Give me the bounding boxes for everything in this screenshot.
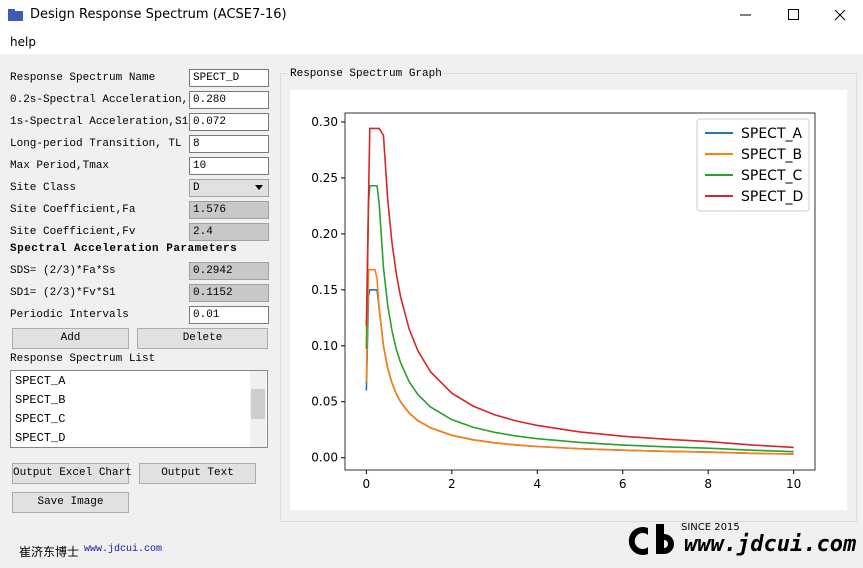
delete-button[interactable]: Delete [137, 328, 268, 349]
list-item[interactable]: SPECT_C [15, 412, 66, 426]
field-label: Max Period,Tmax [10, 160, 110, 172]
parameter-value: 0.2942 [189, 262, 269, 280]
title-menu-bar [0, 0, 863, 54]
dropdown-arrow[interactable] [254, 184, 264, 192]
parameter-label: SD1= (2/3)*Fv*S1 [10, 287, 116, 299]
list-item[interactable]: SPECT_A [15, 374, 66, 388]
y-tick-label: 0.25 [311, 171, 338, 185]
series-line [365, 184, 794, 453]
field-label: Site Coefficient,Fa [10, 204, 136, 216]
list-item[interactable]: SPECT_B [15, 393, 66, 407]
field-input: 1.576 [189, 201, 269, 219]
scroll-thumb[interactable] [251, 389, 265, 419]
field-label: Response Spectrum Name [10, 72, 156, 84]
field-label: Site Class [10, 182, 77, 194]
x-tick-label: 8 [704, 477, 712, 491]
x-tick-label: 4 [533, 477, 541, 491]
y-tick-label: 0.20 [311, 227, 338, 241]
menu-help[interactable]: help [10, 35, 36, 49]
window-controls[interactable] [730, 0, 863, 30]
logo-site: www.jdcui.com [684, 532, 857, 557]
legend-label: SPECT_B [741, 147, 802, 163]
field-input: 2.4 [189, 223, 269, 241]
field-input[interactable]: 0.072 [189, 113, 269, 131]
section-title: Spectral Acceleration Parameters [10, 243, 238, 255]
field-label: Long-period Transition, TL [10, 138, 182, 150]
logo-mark [628, 524, 674, 555]
footer-author: 崔济东博士 [19, 545, 80, 559]
footer-site[interactable]: www.jdcui.com [84, 544, 163, 555]
series-line [365, 268, 794, 455]
app-icon [8, 9, 23, 21]
field-label: 1s-Spectral Acceleration,S1 [10, 116, 189, 128]
y-tick-label: 0.15 [311, 283, 338, 297]
spectrum-list[interactable] [10, 370, 268, 448]
parameter-value[interactable]: 0.01 [189, 306, 269, 324]
output-text-button[interactable]: Output Text [139, 463, 256, 484]
plot-frame [344, 112, 816, 471]
legend-box [696, 118, 810, 212]
legend-label: SPECT_C [741, 168, 803, 184]
site-class-dropdown[interactable]: D [189, 179, 269, 197]
graph-group [280, 73, 857, 522]
x-tick-label: 2 [448, 477, 456, 491]
field-input[interactable]: 10 [189, 157, 269, 175]
y-tick-label: 0.05 [311, 395, 338, 409]
field-input[interactable]: SPECT_D [189, 69, 269, 87]
y-tick-label: 0.10 [311, 339, 338, 353]
x-tick-label: 0 [363, 477, 371, 491]
parameter-label: Periodic Intervals [10, 309, 129, 321]
x-tick-label: 10 [786, 477, 801, 491]
logo-since: SINCE 2015 [681, 522, 740, 533]
field-label: Site Coefficient,Fv [10, 226, 136, 238]
output-excel-button[interactable]: Output Excel Chart [12, 463, 132, 484]
add-button[interactable]: Add [12, 328, 129, 349]
window-title: Design Response Spectrum (ACSE7-16) [30, 7, 287, 22]
field-label: 0.2s-Spectral Acceleration,Ss [10, 94, 202, 106]
y-tick-label: 0.30 [311, 115, 338, 129]
list-label: Response Spectrum List [10, 353, 156, 365]
chart: 0 2 4 6 8 10 0.00 0.05 0.10 0.15 0.20 0.25 0.30 SPECT… [290, 90, 847, 510]
parameter-label: SDS= (2/3)*Fa*Ss [10, 265, 116, 277]
series-line [365, 127, 794, 449]
group-title: Response Spectrum Graph [288, 68, 444, 80]
y-tick-label: 0.00 [311, 451, 338, 465]
field-input[interactable]: 0.280 [189, 91, 269, 109]
x-tick-label: 6 [619, 477, 627, 491]
field-input[interactable]: 8 [189, 135, 269, 153]
save-image-button[interactable]: Save Image [12, 492, 129, 513]
legend-label: SPECT_A [741, 126, 803, 142]
legend-label: SPECT_D [741, 189, 803, 205]
parameter-value: 0.1152 [189, 284, 269, 302]
list-item[interactable]: SPECT_D [15, 431, 66, 445]
